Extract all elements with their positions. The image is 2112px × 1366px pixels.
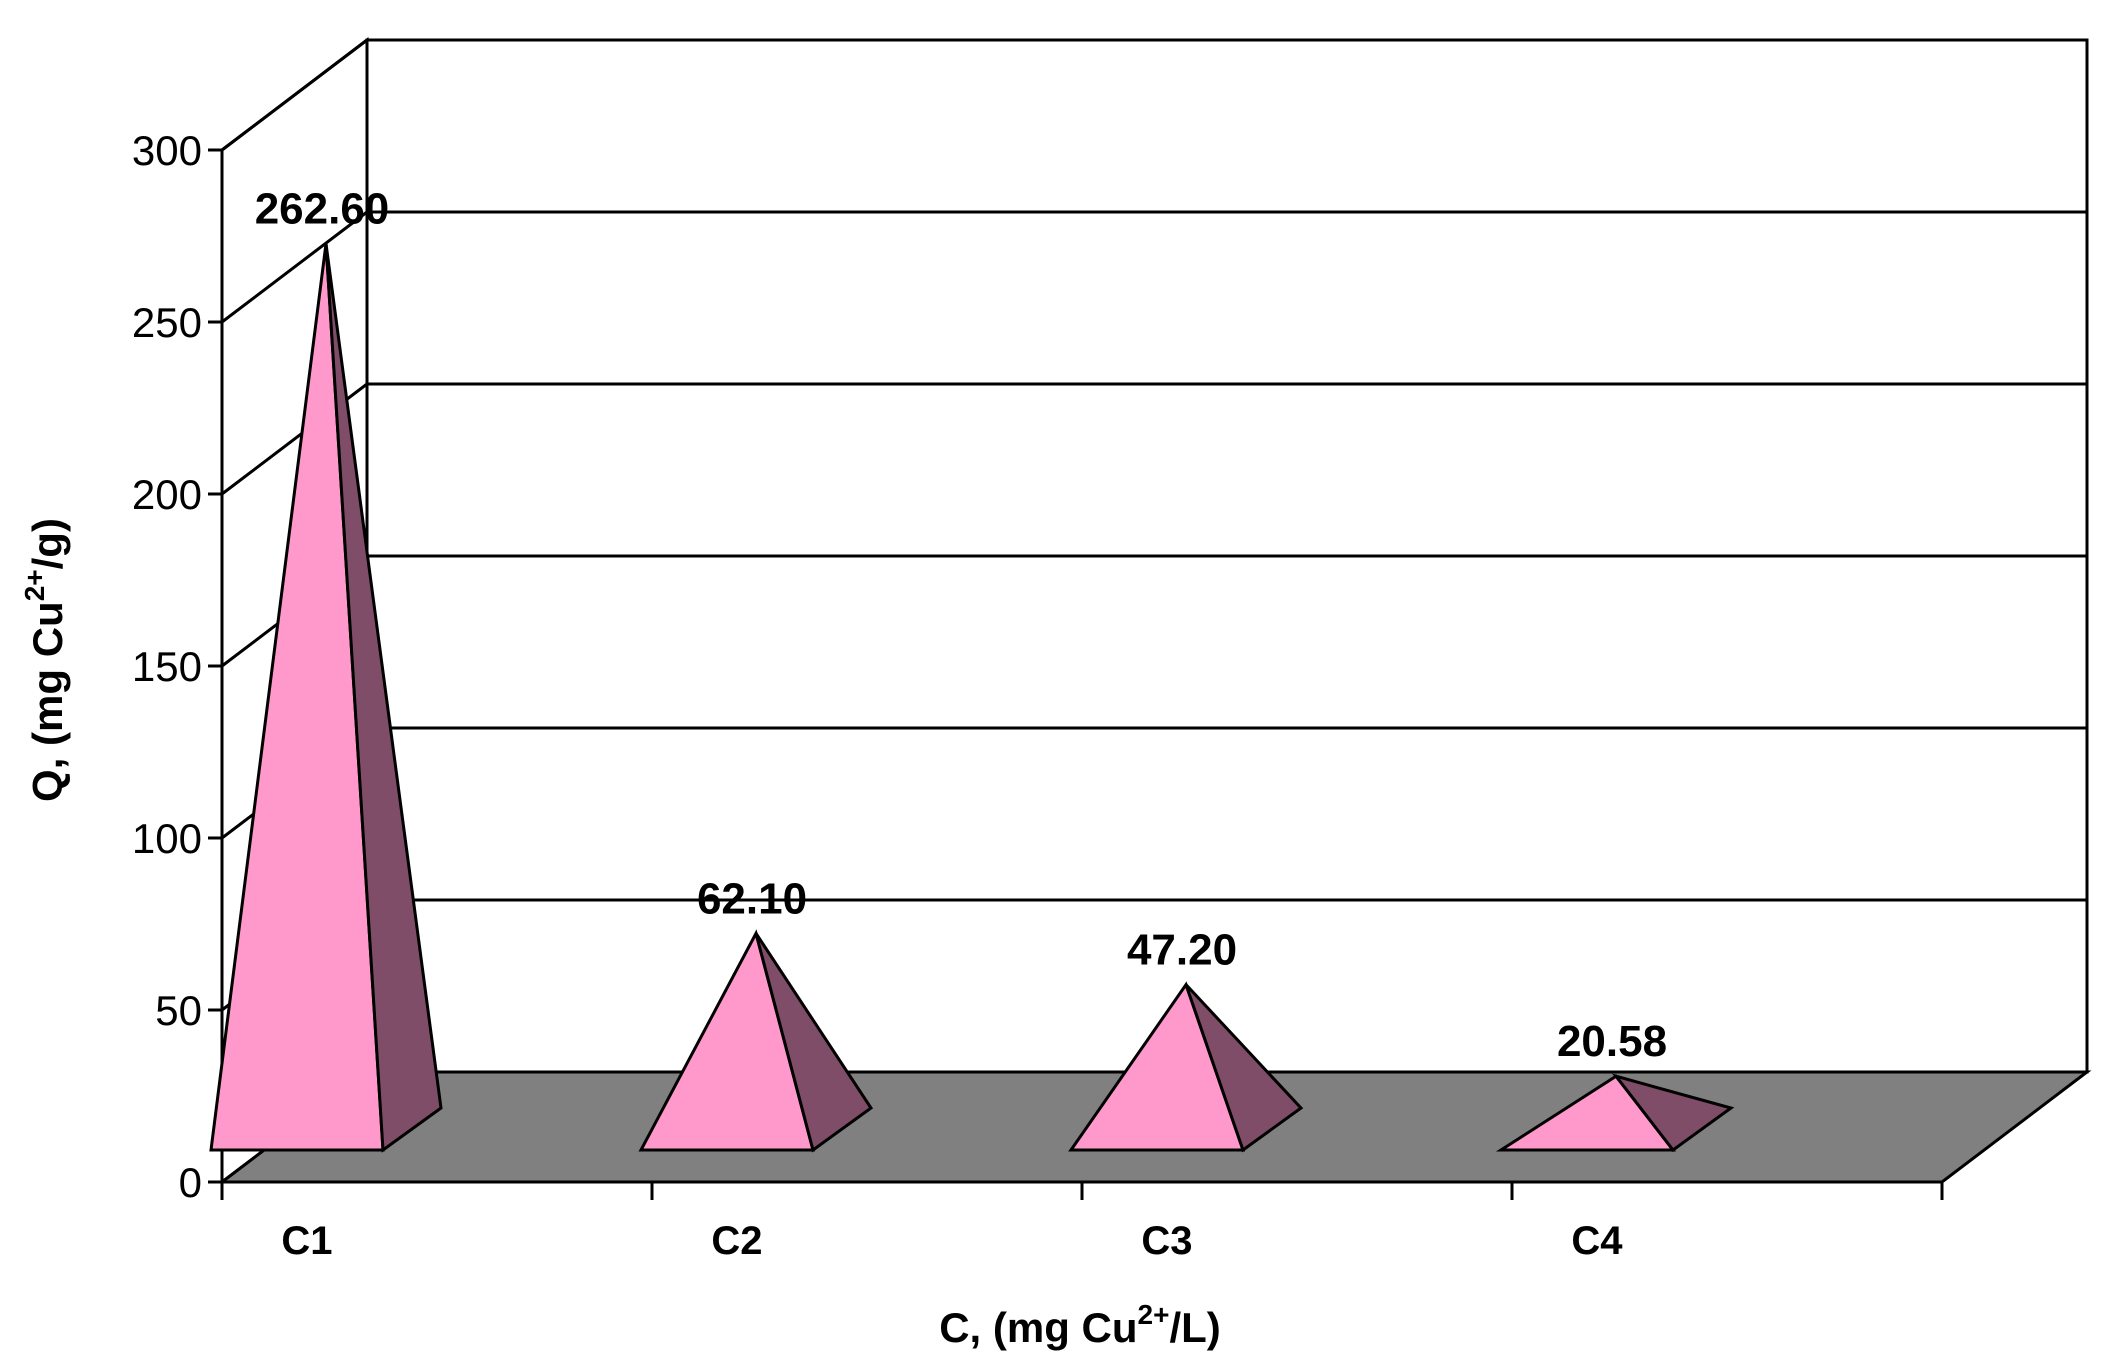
y-tick-label: 200 (132, 471, 202, 518)
x-axis-title: C, (mg Cu2+/L) (939, 1299, 1221, 1351)
data-label: 262.60 (255, 185, 390, 234)
y-tick-label: 300 (132, 127, 202, 174)
y-axis-ticks: 0 50 100 150 200 250 300 (132, 127, 222, 1206)
y-tick-label: 150 (132, 643, 202, 690)
gridline-side (221, 210, 368, 324)
y-tick-label: 50 (155, 987, 202, 1034)
x-tick-label: C4 (1571, 1219, 1623, 1263)
pyramid-C2 (638, 929, 874, 1153)
pyramid-C4 (1495, 1073, 1735, 1153)
x-tick-label: C3 (1141, 1219, 1192, 1263)
pyramid-series (209, 243, 1735, 1153)
y-tick-label: 0 (179, 1159, 202, 1206)
gridline-side (221, 38, 368, 152)
y-axis-title: Q, (mg Cu2+/g) (19, 518, 71, 802)
data-label: 62.10 (697, 874, 807, 923)
data-labels: 262.60 62.10 47.20 20.58 (255, 185, 1667, 1067)
pyramid-side-face (1612, 1073, 1735, 1153)
data-label: 47.20 (1127, 926, 1237, 975)
pyramid-side-face (1184, 983, 1304, 1153)
data-label: 20.58 (1557, 1017, 1667, 1066)
pyramid-C3 (1068, 981, 1304, 1153)
y-tick-label: 250 (132, 299, 202, 346)
gridlines (221, 38, 2087, 1012)
x-tick-label: C2 (711, 1219, 762, 1263)
x-axis-ticks: C1 C2 C3 C4 (220, 1182, 1944, 1263)
x-tick-label: C1 (281, 1219, 332, 1263)
pyramid-side-face (754, 932, 874, 1153)
pyramid-C1 (209, 243, 443, 1153)
pyramid-side-face (324, 243, 443, 1153)
y-tick-label: 100 (132, 815, 202, 862)
